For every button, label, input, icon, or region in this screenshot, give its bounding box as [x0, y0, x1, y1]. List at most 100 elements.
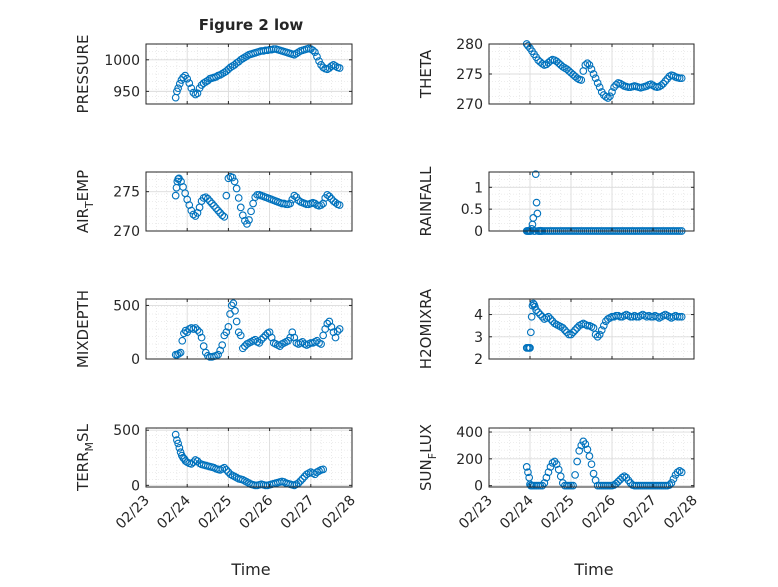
data-point — [222, 328, 231, 337]
data-point — [548, 459, 557, 467]
data-point — [317, 60, 325, 69]
figure-title: Figure 2 low — [199, 16, 304, 34]
data-point — [187, 459, 196, 468]
data-point — [327, 323, 336, 331]
data-point — [290, 333, 299, 342]
data-point — [587, 65, 596, 74]
data-point — [231, 306, 239, 315]
data-point — [587, 460, 596, 469]
data-point — [174, 84, 182, 93]
y-tick-label: 270 — [456, 97, 483, 113]
data-point — [212, 204, 220, 213]
data-point — [313, 52, 321, 61]
data-point — [175, 349, 183, 358]
data-point — [577, 76, 586, 84]
data-point — [544, 468, 553, 477]
data-point — [222, 67, 231, 76]
data-point — [589, 70, 598, 78]
data-point — [593, 332, 602, 341]
y-tick-label: 500 — [113, 423, 140, 439]
data-point — [187, 84, 196, 93]
data-point — [542, 473, 551, 482]
data-point — [565, 330, 573, 339]
data-point — [189, 210, 198, 219]
y-tick-label: 0 — [131, 352, 140, 368]
data-point — [593, 79, 602, 87]
data-point — [311, 48, 319, 57]
data-point — [556, 472, 565, 481]
x-axis-label-right: Time — [573, 560, 613, 579]
data-point — [610, 83, 618, 92]
data-point — [677, 312, 686, 321]
data-point — [325, 317, 334, 326]
data-point — [608, 88, 616, 96]
data-point — [669, 475, 678, 483]
data-point — [294, 479, 303, 487]
data-point — [620, 472, 629, 481]
data-point — [661, 77, 670, 86]
axes-box — [488, 171, 695, 232]
data-point — [571, 326, 579, 334]
data-point — [536, 310, 545, 319]
y-tick-label: 950 — [113, 84, 140, 100]
y-tick-label: 4 — [474, 308, 483, 324]
data-point — [224, 323, 233, 331]
axes-box — [145, 171, 353, 232]
data-point — [178, 336, 187, 345]
data-point — [577, 441, 586, 450]
data-point — [206, 197, 214, 205]
data-point — [236, 331, 245, 340]
data-point — [323, 190, 332, 199]
x-axis-label-left: Time — [230, 560, 270, 579]
data-point — [554, 465, 563, 474]
data-point — [526, 344, 534, 352]
data-point — [333, 327, 342, 335]
data-point — [583, 445, 592, 454]
data-point — [282, 200, 290, 209]
data-point — [677, 468, 686, 477]
data-point — [229, 299, 238, 308]
data-point — [552, 460, 561, 469]
data-point — [212, 72, 220, 81]
data-point — [558, 324, 567, 332]
data-point — [218, 211, 227, 220]
data-point — [595, 83, 604, 92]
data-point — [195, 328, 204, 337]
data-point — [531, 170, 540, 179]
data-point — [185, 79, 194, 88]
data-point — [245, 216, 253, 224]
data-point — [296, 477, 305, 485]
data-point — [243, 220, 251, 228]
data-point — [236, 55, 245, 64]
data-point — [290, 191, 299, 200]
data-point — [238, 344, 247, 353]
y-tick-label: 275 — [113, 185, 140, 201]
data-point — [673, 312, 682, 321]
data-point — [241, 53, 249, 62]
data-point — [193, 326, 202, 334]
data-point — [614, 477, 623, 486]
data-point — [199, 79, 208, 88]
y-tick-label: 0 — [474, 479, 483, 495]
y-tick-label: 400 — [456, 425, 483, 441]
data-point — [218, 341, 227, 349]
data-point — [524, 468, 532, 477]
y-axis-label: AIRTEMP — [74, 170, 96, 233]
data-point — [203, 194, 212, 203]
panel-h2omixra: 2 3 4 H2OMIXRA — [417, 288, 695, 369]
data-point — [208, 199, 216, 208]
y-tick-label: 0 — [474, 224, 483, 240]
data-point — [585, 452, 594, 461]
y-tick-label: 0.5 — [461, 202, 483, 218]
data-point — [533, 209, 542, 218]
data-point — [667, 479, 676, 487]
data-point — [532, 306, 541, 314]
axes-box — [145, 298, 353, 360]
data-point — [657, 81, 666, 90]
data-point — [290, 50, 299, 59]
y-axis-label: THETA — [417, 49, 435, 99]
data-point — [171, 430, 180, 439]
data-point — [546, 315, 555, 323]
data-point — [220, 212, 229, 221]
data-point — [191, 324, 200, 332]
